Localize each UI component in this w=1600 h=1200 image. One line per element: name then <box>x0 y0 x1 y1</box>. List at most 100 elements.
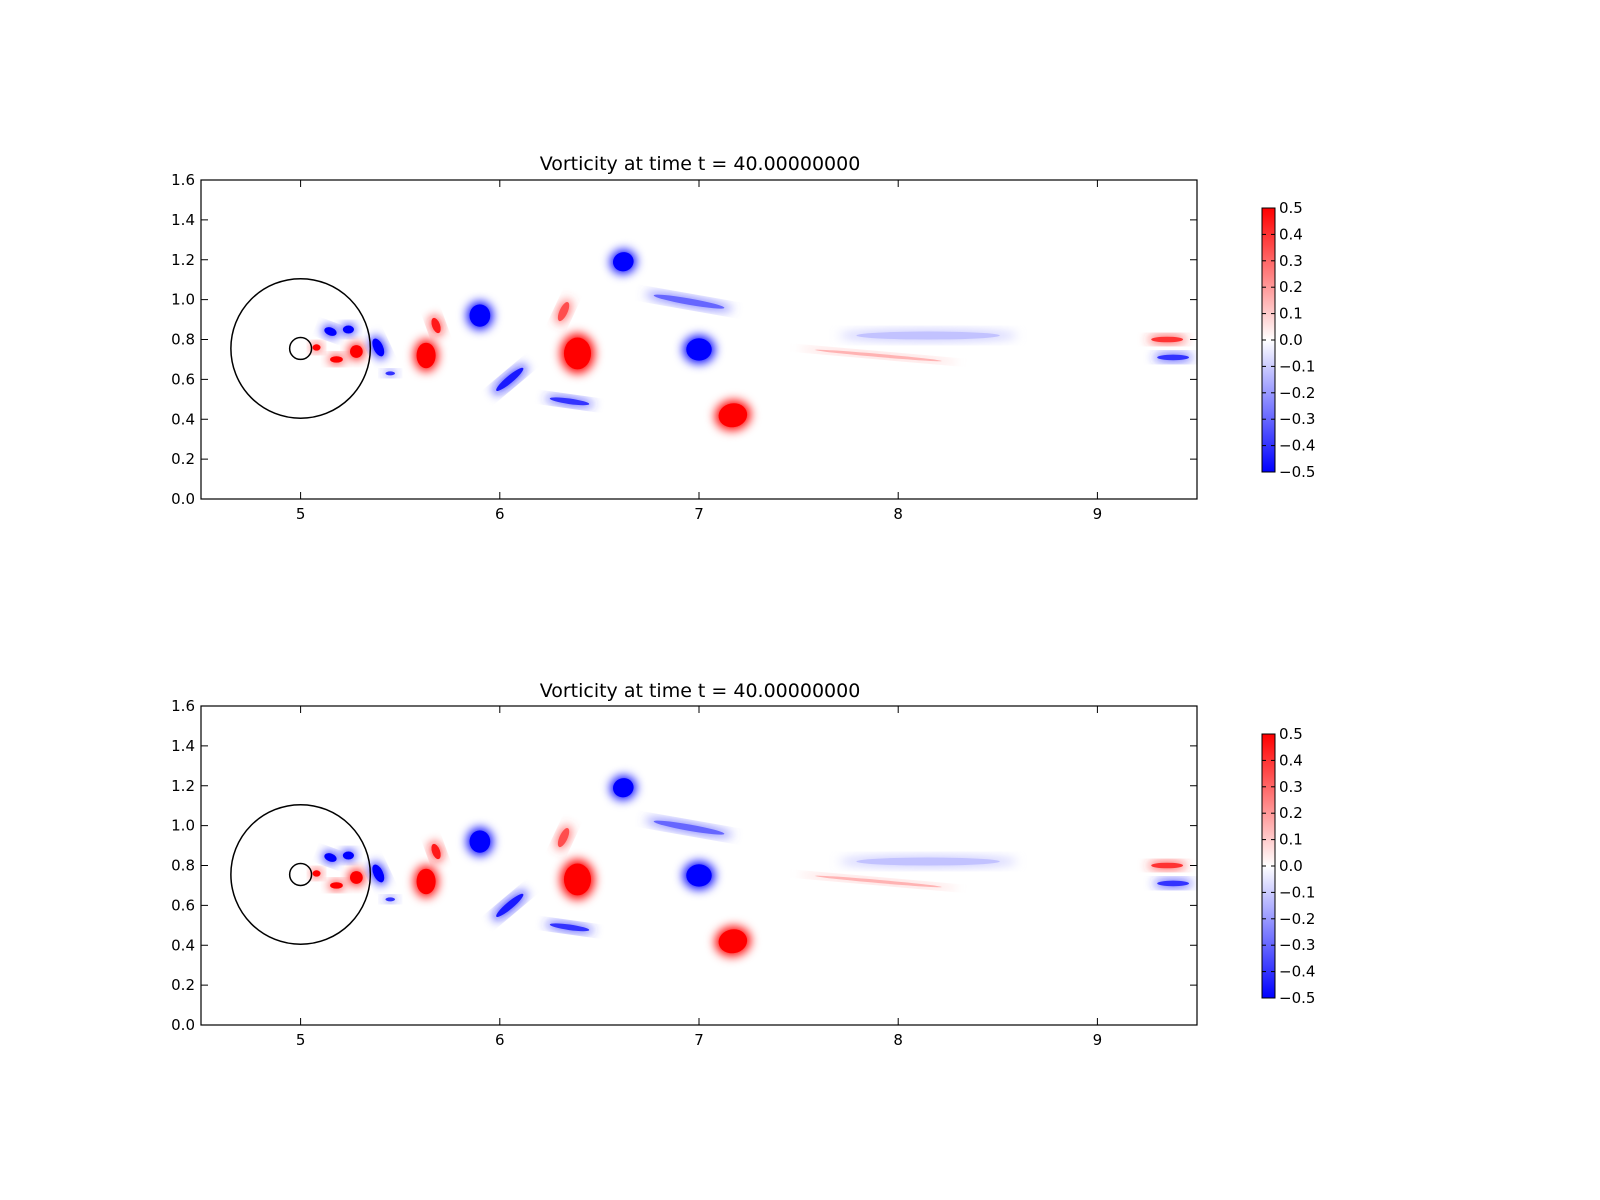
colorbar-tick-label: 0.4 <box>1279 751 1303 769</box>
x-tick-label: 5 <box>296 1031 306 1049</box>
vortex-core <box>1157 880 1190 887</box>
y-tick-label: 0.8 <box>171 331 195 349</box>
vortex-core <box>431 843 441 860</box>
vortex-core <box>385 897 396 902</box>
colorbar-tick-label: −0.5 <box>1279 463 1315 481</box>
y-tick-label: 0.2 <box>171 976 195 994</box>
vortex-core <box>324 853 337 862</box>
vortex-core <box>469 304 491 327</box>
y-tick-label: 0.4 <box>171 936 195 954</box>
vortex-core <box>856 331 1000 340</box>
colorbar-tick-label: 0.3 <box>1279 778 1303 796</box>
y-tick-label: 0.8 <box>171 857 195 875</box>
vortex-core <box>372 864 385 883</box>
x-tick-label: 6 <box>495 505 505 523</box>
x-tick-label: 7 <box>694 505 704 523</box>
x-tick-label: 8 <box>893 505 903 523</box>
y-tick-label: 1.6 <box>171 697 195 715</box>
vortex-core <box>431 317 441 334</box>
vortex-core <box>496 893 524 917</box>
plot-title: Vorticity at time t = 40.00000000 <box>540 680 861 702</box>
y-tick-label: 0.6 <box>171 370 195 388</box>
colorbar-tick-label: 0.1 <box>1279 305 1303 323</box>
colorbar-tick-label: 0.5 <box>1279 199 1303 217</box>
vortex-core <box>350 871 363 884</box>
vortex-core <box>324 327 337 336</box>
y-tick-label: 0.0 <box>171 1016 195 1034</box>
vortex-core <box>342 851 354 860</box>
vortex-core <box>653 820 725 835</box>
colorbar-tick-label: −0.2 <box>1279 910 1315 928</box>
vortex-core <box>1151 336 1184 343</box>
colorbar-tick-label: −0.5 <box>1279 989 1315 1007</box>
vortex-core <box>718 929 748 954</box>
vortex-core <box>557 302 570 322</box>
vortex-core <box>312 344 321 351</box>
vortex-core <box>686 864 712 887</box>
vortex-core <box>330 356 343 363</box>
colorbar-tick-label: −0.2 <box>1279 384 1315 402</box>
colorbar-tick-label: −0.1 <box>1279 357 1315 375</box>
y-tick-label: 1.0 <box>171 817 195 835</box>
vortex-core <box>549 923 590 932</box>
vortex-core <box>718 403 748 428</box>
colorbar-tick-label: 0.1 <box>1279 831 1303 849</box>
colorbar: −0.5 −0.4 −0.3 −0.2 −0.1 0.0 0.1 0.2 0.3 0.4 0.5 <box>1261 199 1315 481</box>
vortex-core <box>385 371 396 376</box>
x-tick-label: 8 <box>893 1031 903 1049</box>
y-tick-label: 1.2 <box>171 251 195 269</box>
vortex-core <box>1157 354 1190 361</box>
vortex-core <box>342 325 354 334</box>
colorbar-tick-label: 0.4 <box>1279 225 1303 243</box>
x-tick-label: 9 <box>1093 1031 1103 1049</box>
vortex-core <box>549 397 590 406</box>
x-tick-label: 5 <box>296 505 306 523</box>
vortex-core <box>312 870 321 877</box>
colorbar-tick-label: 0.3 <box>1279 252 1303 270</box>
y-tick-label: 0.2 <box>171 450 195 468</box>
y-tick-label: 0.4 <box>171 410 195 428</box>
y-tick-label: 1.4 <box>171 737 195 755</box>
vortex-core <box>1151 862 1184 869</box>
vorticity-plot-bottom: Vorticity at time t = 40.00000000 5 6 7 8 9 0… <box>171 680 1315 1049</box>
y-tick-label: 1.6 <box>171 171 195 189</box>
colorbar-tick-label: −0.4 <box>1279 963 1315 981</box>
y-tick-label: 1.2 <box>171 777 195 795</box>
colorbar: −0.5 −0.4 −0.3 −0.2 −0.1 0.0 0.1 0.2 0.3 0.4 0.5 <box>1261 725 1315 1007</box>
vortex-core <box>653 294 725 309</box>
vortex-core <box>612 252 634 272</box>
inner-circle <box>288 862 313 887</box>
vorticity-field <box>230 249 1194 431</box>
outer-circle <box>230 277 372 420</box>
vortex-core <box>856 857 1000 866</box>
colorbar-tick-label: 0.0 <box>1279 857 1303 875</box>
y-tick-label: 0.6 <box>171 896 195 914</box>
y-tick-label: 1.4 <box>171 211 195 229</box>
vortex-core <box>496 367 524 391</box>
colorbar-tick-label: −0.3 <box>1279 410 1315 428</box>
colorbar-tick-label: −0.3 <box>1279 936 1315 954</box>
vortex-core <box>686 338 712 361</box>
vortex-core <box>557 828 570 848</box>
vorticity-field <box>230 775 1194 957</box>
colorbar-tick-label: 0.5 <box>1279 725 1303 743</box>
vortex-core <box>416 342 436 369</box>
colorbar-tick-label: 0.2 <box>1279 804 1303 822</box>
vortex-core <box>814 349 942 362</box>
plot-title: Vorticity at time t = 40.00000000 <box>540 153 861 175</box>
vortex-core <box>350 345 363 358</box>
vorticity-plot-top: Vorticity at time t = 40.00000000 5 6 7 8 9 0… <box>171 153 1315 523</box>
y-tick-label: 1.0 <box>171 291 195 309</box>
vortex-core <box>814 875 942 888</box>
vortex-core <box>612 778 634 798</box>
colorbar-tick-label: 0.2 <box>1279 278 1303 296</box>
x-tick-label: 6 <box>495 1031 505 1049</box>
x-tick-label: 9 <box>1093 505 1103 523</box>
vortex-core <box>372 338 385 357</box>
colorbar-tick-label: −0.4 <box>1279 437 1315 455</box>
inner-circle <box>288 336 313 361</box>
vortex-core <box>330 882 343 889</box>
x-tick-label: 7 <box>694 1031 704 1049</box>
y-tick-label: 0.0 <box>171 490 195 508</box>
